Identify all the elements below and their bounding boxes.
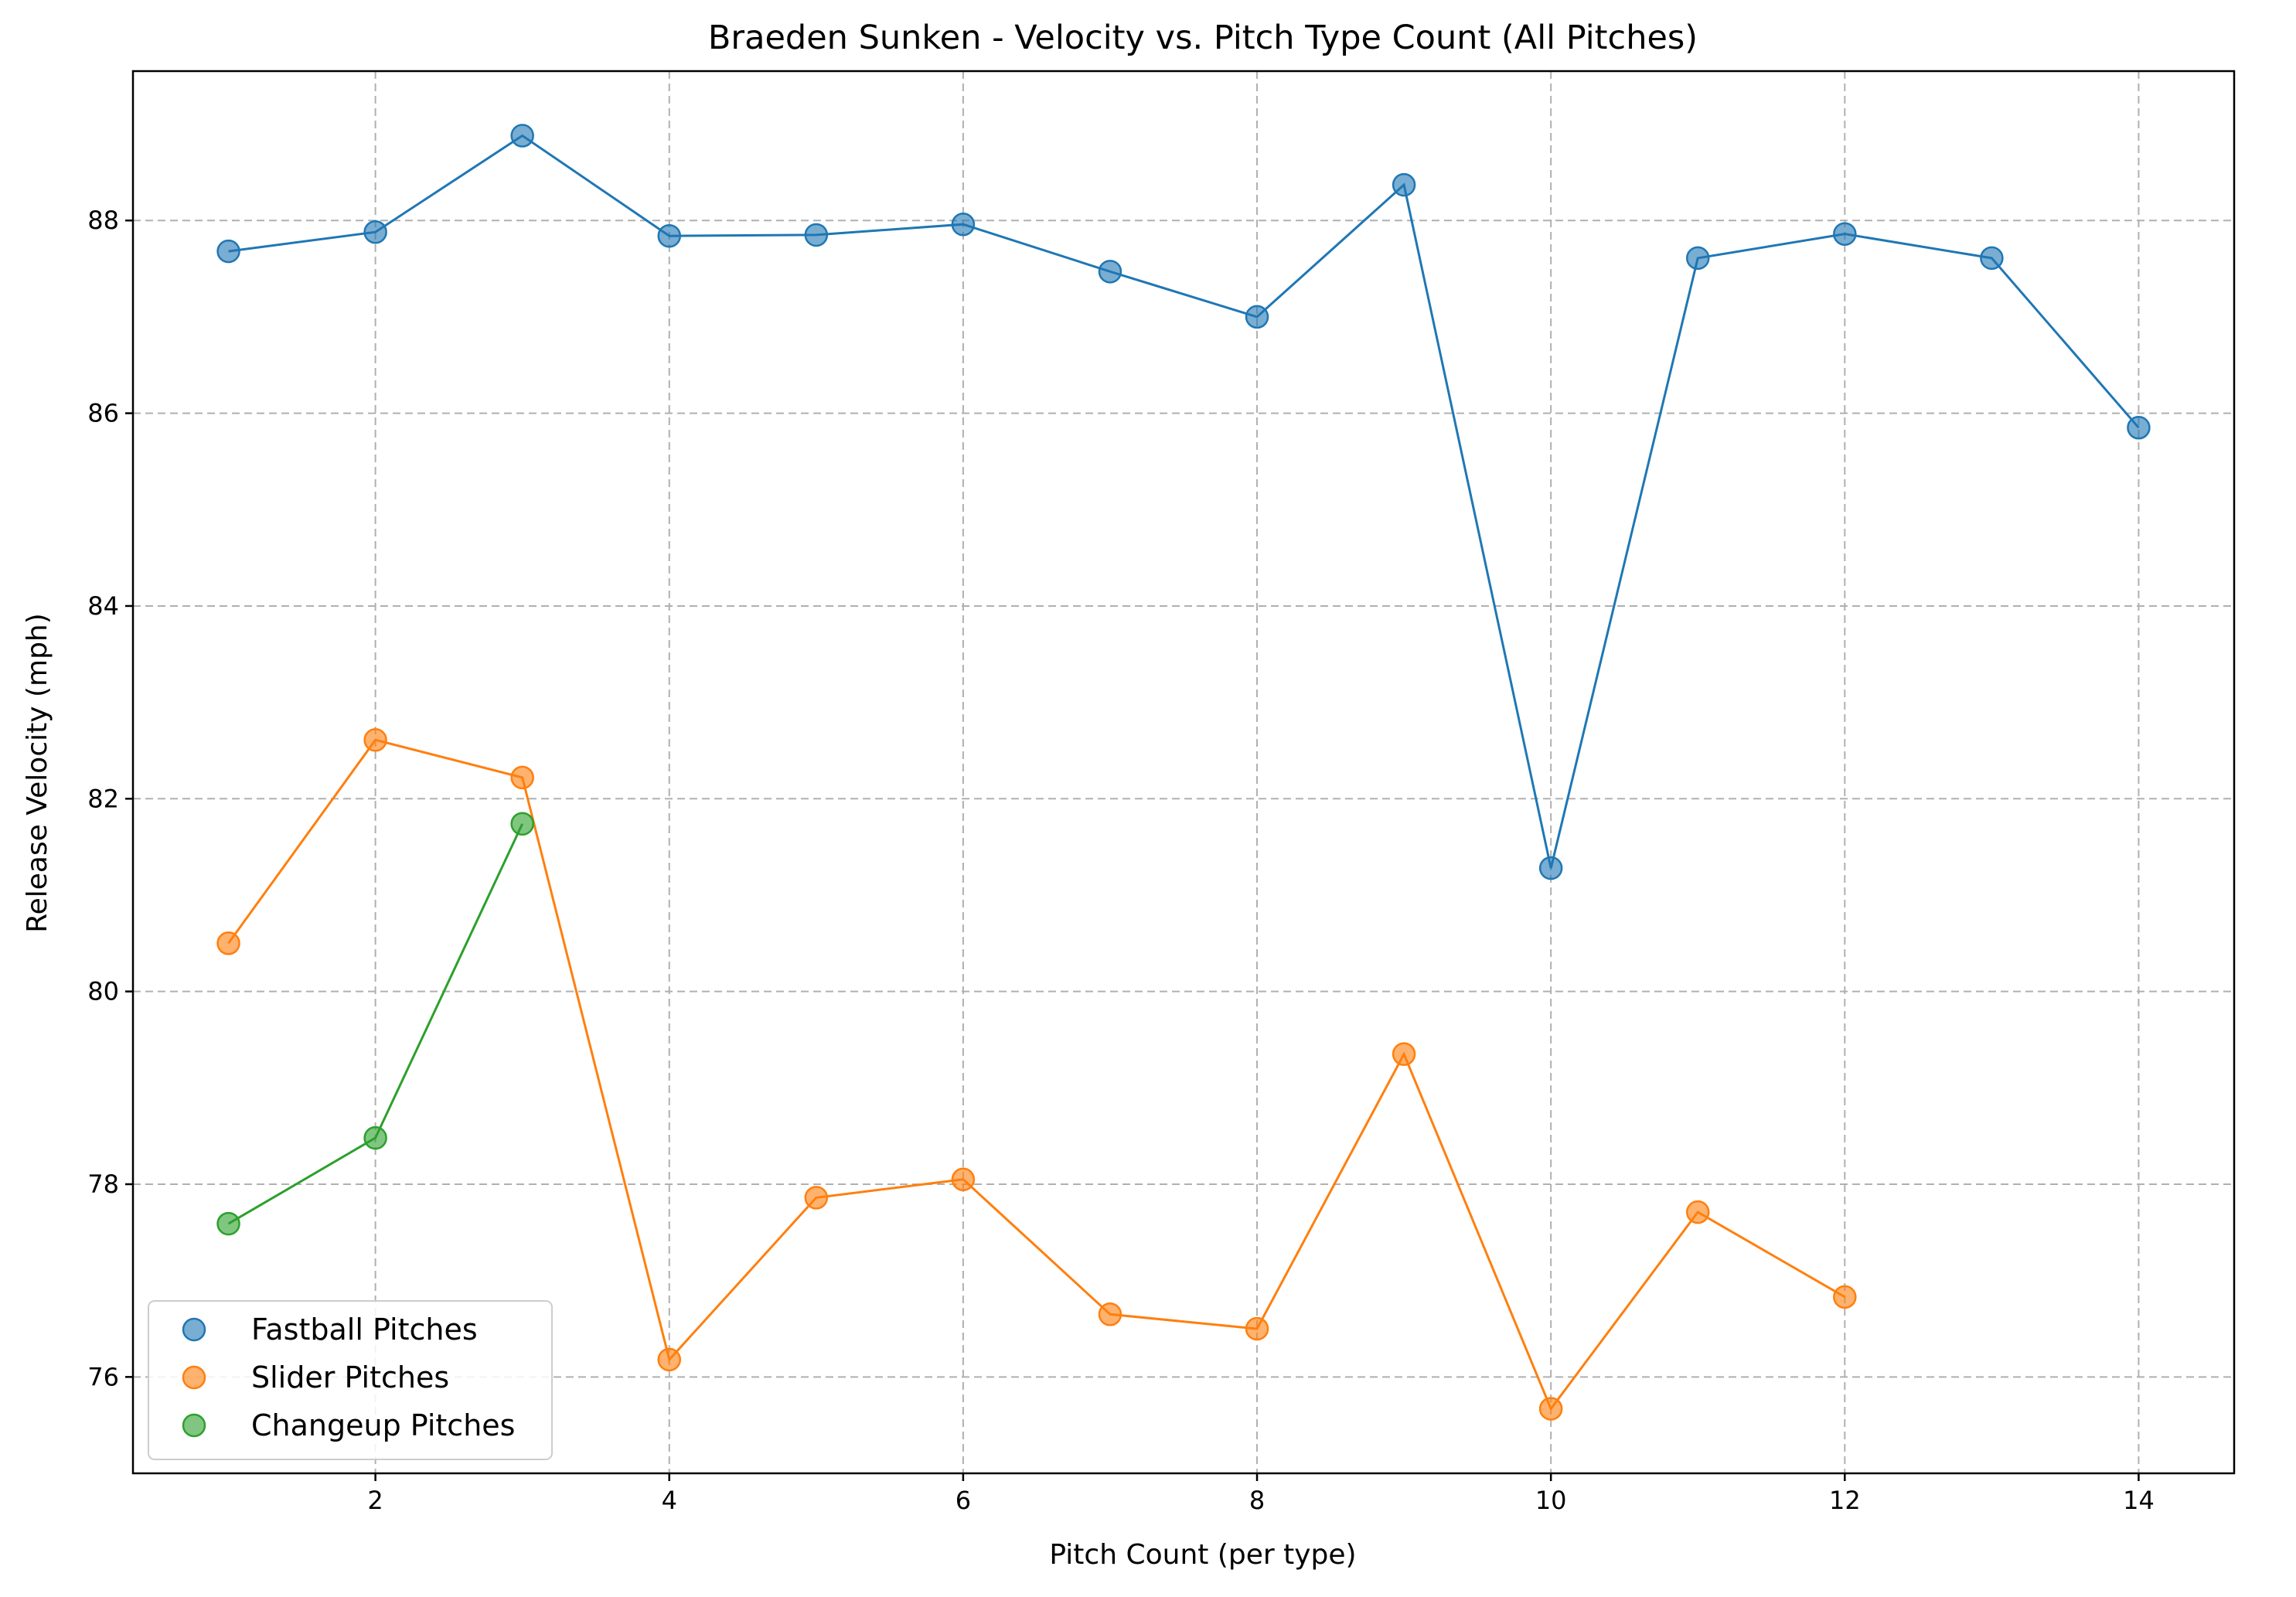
y-tick-label: 76: [87, 1362, 119, 1391]
data-point: [657, 1347, 682, 1372]
x-tick-label: 2: [367, 1486, 383, 1515]
data-point: [1245, 1316, 1269, 1341]
x-tick-label: 10: [1535, 1486, 1567, 1515]
data-point: [657, 223, 682, 248]
y-tick-label: 84: [87, 591, 119, 621]
data-point: [1098, 1302, 1122, 1326]
series-1: [216, 727, 1857, 1421]
plot-frame: [131, 70, 2236, 1475]
series-line: [227, 738, 1846, 1411]
data-point: [216, 931, 240, 955]
data-point: [1833, 222, 1857, 246]
data-point: [510, 765, 534, 790]
legend-label: Fastball Pitches: [251, 1313, 478, 1347]
legend-marker: [182, 1317, 206, 1342]
chart-title: Braeden Sunken - Velocity vs. Pitch Type…: [708, 19, 1698, 57]
series-layer: [216, 124, 2151, 1421]
data-point: [804, 223, 829, 247]
y-axis-label: Release Velocity (mph): [22, 613, 53, 933]
x-tick-label: 8: [1249, 1486, 1265, 1515]
legend-label: Slider Pitches: [251, 1360, 449, 1394]
data-point: [510, 124, 534, 148]
data-point: [1392, 172, 1416, 197]
y-tick-label: 88: [87, 206, 119, 235]
x-tick-label: 14: [2123, 1486, 2155, 1515]
data-point: [1685, 246, 1710, 271]
data-point: [1538, 1397, 1563, 1421]
x-tick-label: 4: [662, 1486, 677, 1515]
axis-ticks: 2 4 6 8 10 12 14 76 78 80 82 84 86 88: [87, 206, 2155, 1515]
x-axis-label: Pitch Count (per type): [1049, 1539, 1356, 1571]
data-point: [1538, 856, 1563, 880]
legend-box: [148, 1300, 553, 1460]
y-tick-label: 80: [87, 977, 119, 1006]
data-point: [1980, 246, 2004, 271]
data-point: [2127, 416, 2151, 440]
legend: Fastball Pitches Slider Pitches Changeup P…: [148, 1300, 553, 1460]
legend-marker: [182, 1413, 206, 1438]
data-point: [1685, 1200, 1710, 1224]
data-point: [216, 1211, 240, 1236]
series-line: [228, 134, 2140, 869]
data-point: [804, 1186, 829, 1210]
legend-marker: [182, 1365, 206, 1390]
data-point: [510, 812, 534, 836]
y-tick-label: 86: [87, 399, 119, 428]
data-point: [363, 220, 387, 244]
legend-label: Changeup Pitches: [251, 1408, 515, 1442]
data-point: [1392, 1042, 1416, 1066]
series-2: [216, 812, 534, 1236]
data-point: [216, 239, 240, 264]
data-point: [951, 1167, 976, 1191]
y-tick-label: 82: [87, 784, 119, 813]
data-point: [1245, 305, 1269, 329]
x-tick-label: 6: [956, 1486, 971, 1515]
data-point: [1833, 1285, 1857, 1309]
data-point: [363, 727, 387, 752]
y-tick-label: 78: [87, 1170, 119, 1199]
data-point: [951, 212, 976, 237]
data-point: [363, 1125, 387, 1150]
x-tick-label: 12: [1829, 1486, 1861, 1515]
series-0: [216, 124, 2151, 880]
data-point: [1098, 260, 1122, 284]
